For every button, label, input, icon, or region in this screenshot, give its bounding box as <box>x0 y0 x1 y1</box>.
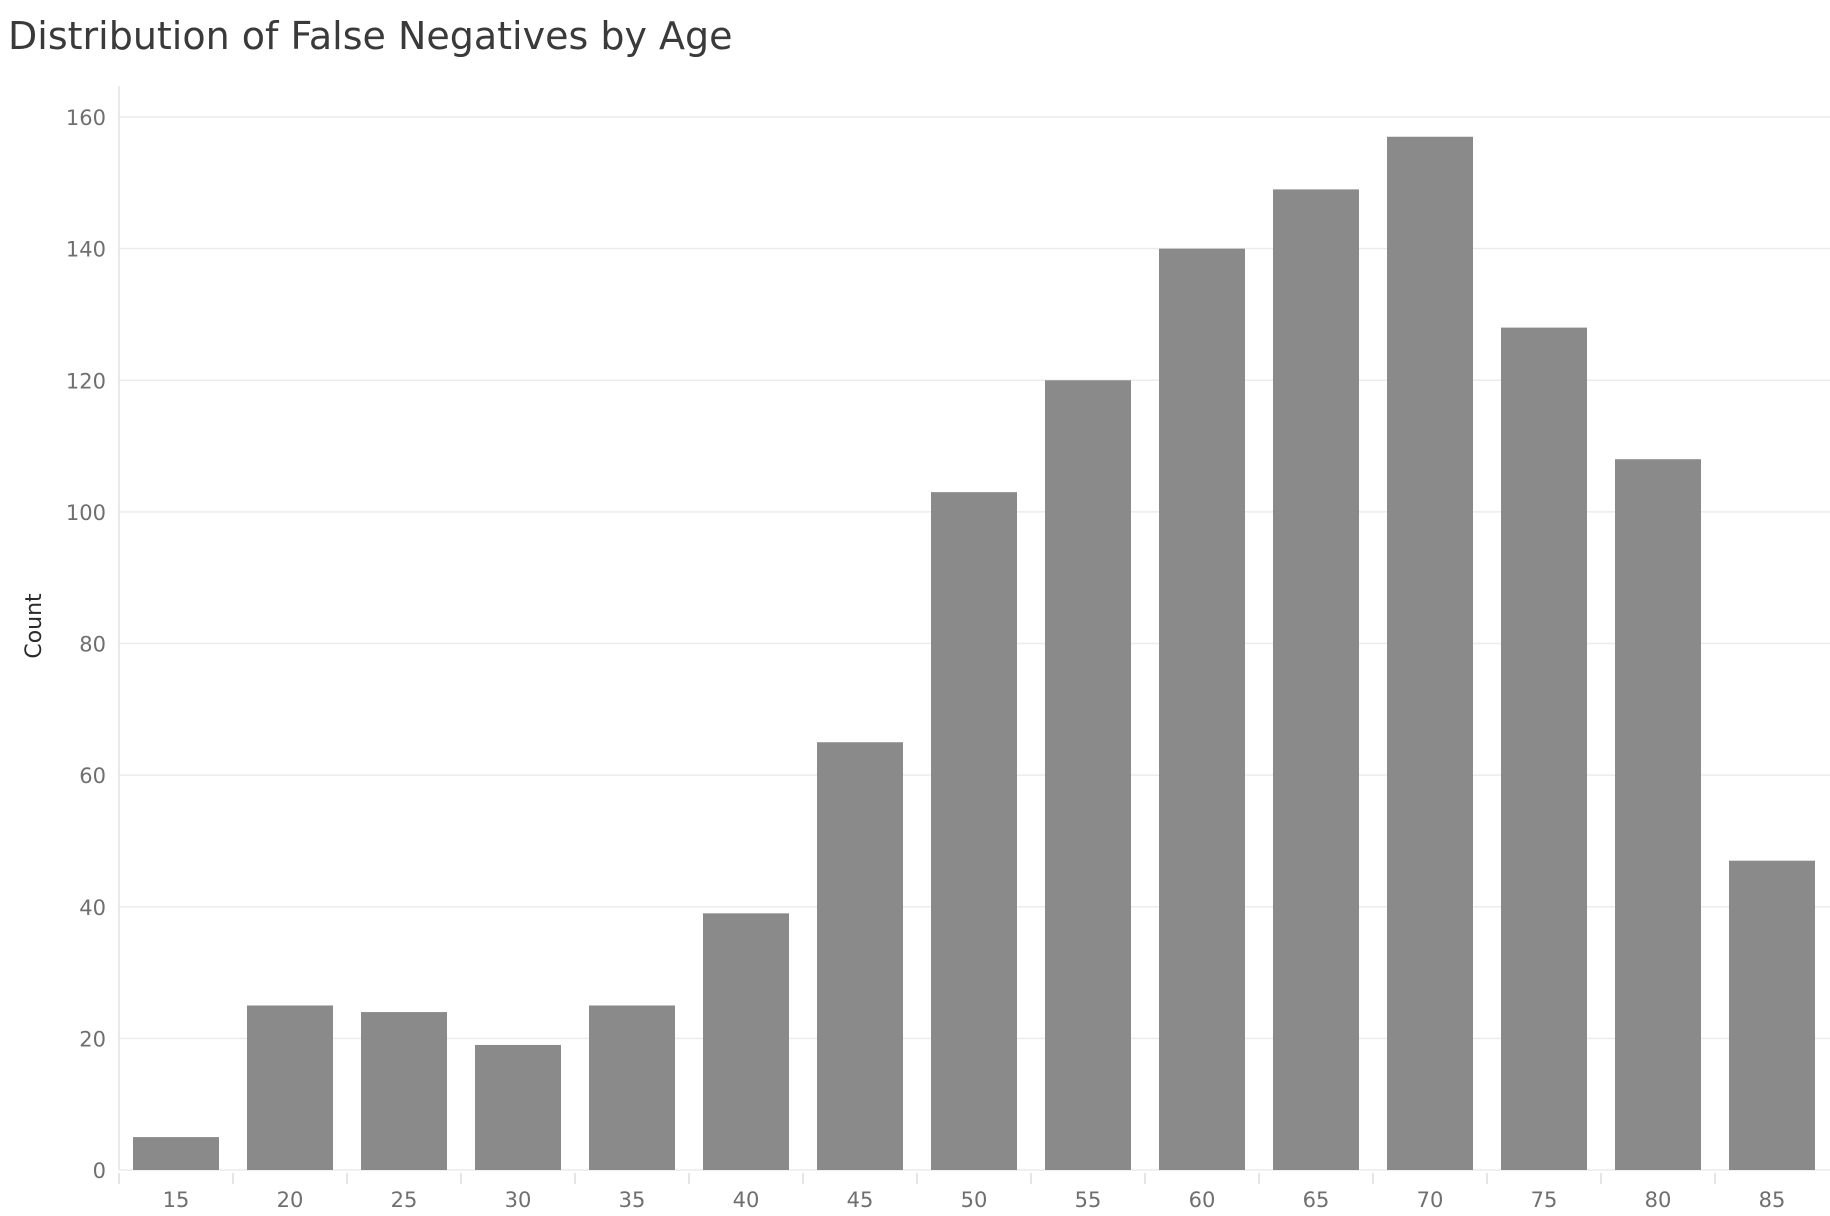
y-tick-label: 100 <box>66 501 106 525</box>
bar-age-65 <box>1273 189 1359 1171</box>
x-tick-label: 50 <box>961 1188 988 1212</box>
bar-age-80 <box>1615 459 1701 1171</box>
bar-age-45 <box>817 742 903 1170</box>
x-tick-label: 75 <box>1531 1188 1558 1212</box>
x-tick-label: 85 <box>1759 1188 1786 1212</box>
x-tick-label: 35 <box>619 1188 646 1212</box>
bar-age-20 <box>247 1005 333 1170</box>
y-tick-label: 20 <box>79 1027 106 1051</box>
y-tick-label: 160 <box>66 106 106 130</box>
y-tick-label: 0 <box>93 1159 106 1183</box>
bar-age-60 <box>1159 248 1245 1170</box>
x-tick-label: 20 <box>277 1188 304 1212</box>
x-tick-label: 25 <box>391 1188 418 1212</box>
bar-age-35 <box>589 1005 675 1170</box>
x-tick-label: 70 <box>1417 1188 1444 1212</box>
y-tick-label: 140 <box>66 238 106 262</box>
x-tick-label: 55 <box>1075 1188 1102 1212</box>
bar-age-25 <box>361 1012 447 1170</box>
x-tick-label: 65 <box>1303 1188 1330 1212</box>
bar-age-85 <box>1729 860 1815 1170</box>
bar-age-50 <box>931 492 1017 1171</box>
bar-age-30 <box>475 1044 561 1170</box>
x-tick-label: 30 <box>505 1188 532 1212</box>
y-axis-title: Count <box>22 593 47 659</box>
bar-age-15 <box>133 1137 219 1170</box>
axes: 0 20 40 60 80 100 120 140 160 15 20 25 30 35 40 45 50 55 6… <box>66 86 1785 1212</box>
bars <box>133 136 1815 1171</box>
x-tick-label: 15 <box>163 1188 190 1212</box>
chart-title: Distribution of False Negatives by Age <box>8 14 733 58</box>
x-tick-label: 40 <box>733 1188 760 1212</box>
bar-age-55 <box>1045 380 1131 1170</box>
y-tick-label: 60 <box>79 764 106 788</box>
bar-age-70 <box>1387 136 1473 1170</box>
bar-age-40 <box>703 913 789 1170</box>
y-tick-label: 80 <box>79 633 106 657</box>
x-tick-label: 45 <box>847 1188 874 1212</box>
x-tick-label: 80 <box>1645 1188 1672 1212</box>
y-tick-label: 120 <box>66 369 106 393</box>
y-tick-label: 40 <box>79 896 106 920</box>
x-tick-label: 60 <box>1189 1188 1216 1212</box>
bar-age-75 <box>1501 327 1587 1171</box>
